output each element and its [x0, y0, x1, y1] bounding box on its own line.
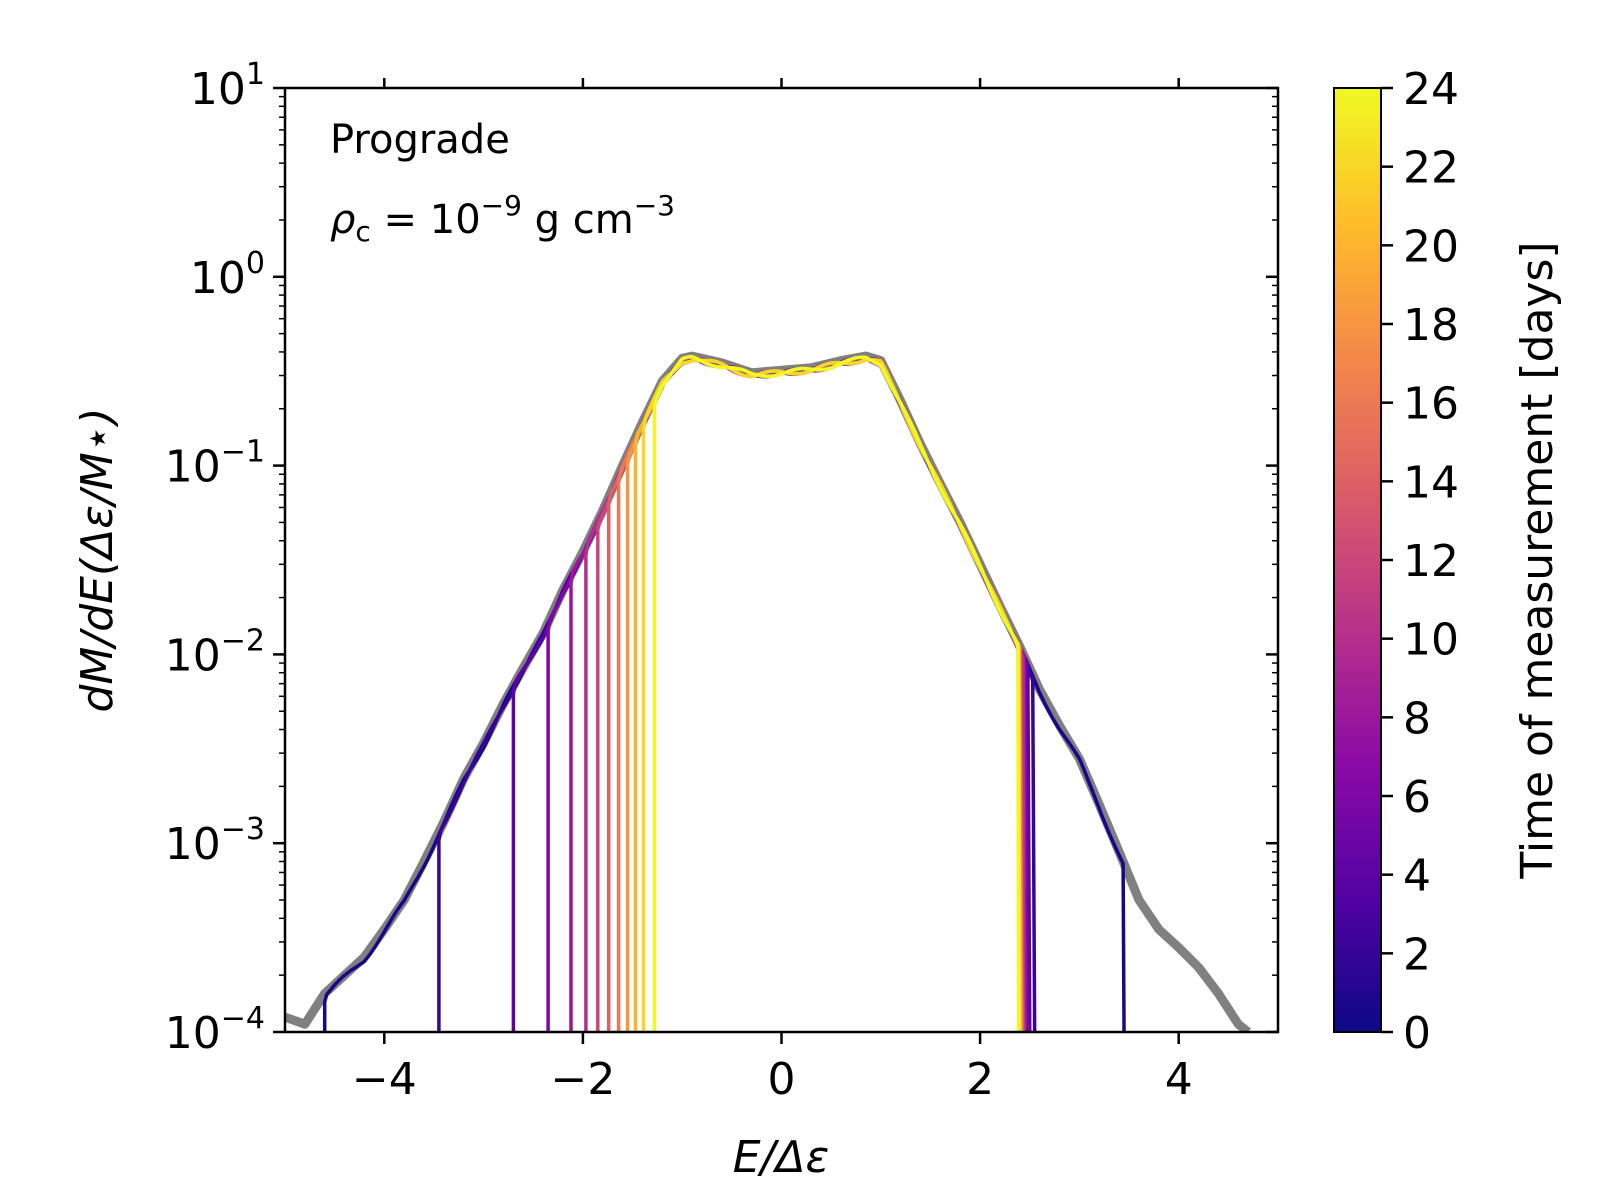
- colorbar-title: Time of measurement [days]: [1512, 241, 1563, 879]
- rho-exponent: −9: [481, 189, 522, 222]
- annotation-density: ρc = 10−9 g cm−3: [330, 189, 675, 248]
- rho-unit: g cm: [522, 197, 634, 243]
- series-line-t=14: [606, 357, 1024, 1032]
- x-tick-label: −4: [352, 1054, 417, 1105]
- rho-subscript: c: [355, 215, 370, 248]
- series-line-t=24: [652, 354, 1021, 1032]
- y-tick-label: 10−1: [165, 435, 265, 493]
- x-tick-label: 2: [966, 1054, 994, 1105]
- series-line-t=4: [511, 355, 1032, 1032]
- x-axis-title: E/Δε: [733, 1132, 830, 1183]
- y-tick-label: 101: [190, 57, 265, 115]
- y-tick-exponent: −4: [221, 1001, 265, 1036]
- y-tick-base: 10: [190, 253, 246, 304]
- series-line-t=20: [633, 354, 1022, 1032]
- x-tick-label: 4: [1165, 1054, 1193, 1105]
- colorbar-tick-label: 8: [1403, 693, 1431, 744]
- y-tick-exponent: −1: [221, 435, 265, 470]
- series-line-t=10: [584, 357, 1026, 1032]
- y-tick-base: 10: [165, 819, 221, 870]
- series-line-t=12: [596, 355, 1025, 1032]
- x-tick-label: 0: [768, 1054, 796, 1105]
- colorbar-tick-label: 20: [1403, 221, 1459, 272]
- y-tick-base: 10: [165, 442, 221, 493]
- y-tick-exponent: −3: [221, 812, 265, 847]
- x-axis: −4 −2 0 2 4: [352, 78, 1193, 1105]
- y-tick-exponent: −2: [221, 623, 265, 658]
- reference-curve: [285, 351, 1251, 1032]
- colorbar-tick-label: 14: [1403, 457, 1459, 508]
- series-line-t=8: [569, 355, 1027, 1032]
- y-tick-label: 10−3: [165, 812, 265, 870]
- colorbar-tick-label: 10: [1403, 615, 1459, 666]
- y-tick-base: 10: [165, 1008, 221, 1059]
- y-tick-label: 100: [190, 246, 265, 304]
- y-tick-label: 10−2: [165, 623, 265, 681]
- x-tick-label: −2: [550, 1054, 615, 1105]
- colorbar-tick-label: 12: [1403, 536, 1459, 587]
- rho-unit-exponent: −3: [634, 189, 675, 222]
- colorbar-tick-label: 0: [1403, 1008, 1431, 1059]
- series-line-t=18: [625, 357, 1023, 1032]
- y-tick-base: 10: [165, 630, 221, 681]
- rho-symbol: ρ: [330, 197, 355, 243]
- colorbar-tick-label: 22: [1403, 143, 1459, 194]
- y-tick-exponent: 1: [246, 57, 265, 92]
- series-line-t=0.5: [322, 355, 1126, 1032]
- colorbar-tick-label: 6: [1403, 772, 1431, 823]
- colorbar-tick-label: 16: [1403, 379, 1459, 430]
- annotation-prograde: Prograde: [330, 117, 510, 163]
- colorbar-tick-label: 2: [1403, 929, 1431, 980]
- y-tick-base: 10: [190, 64, 246, 115]
- series-layer: [285, 351, 1251, 1032]
- series-line-t=16: [616, 355, 1024, 1032]
- colorbar-tick-label: 18: [1403, 300, 1459, 351]
- series-line-t=2: [437, 357, 1037, 1032]
- y-axis-title: dM/dE(Δε/M⋆): [72, 408, 123, 713]
- colorbar-tick-label: 4: [1403, 851, 1431, 902]
- y-tick-exponent: 0: [246, 246, 265, 281]
- colorbar: [1333, 87, 1382, 1033]
- series-line-t=22: [641, 358, 1022, 1032]
- colorbar-tick-label: 24: [1403, 64, 1459, 115]
- y-tick-label: 10−4: [165, 1001, 265, 1059]
- rho-equals: = 10: [371, 197, 481, 243]
